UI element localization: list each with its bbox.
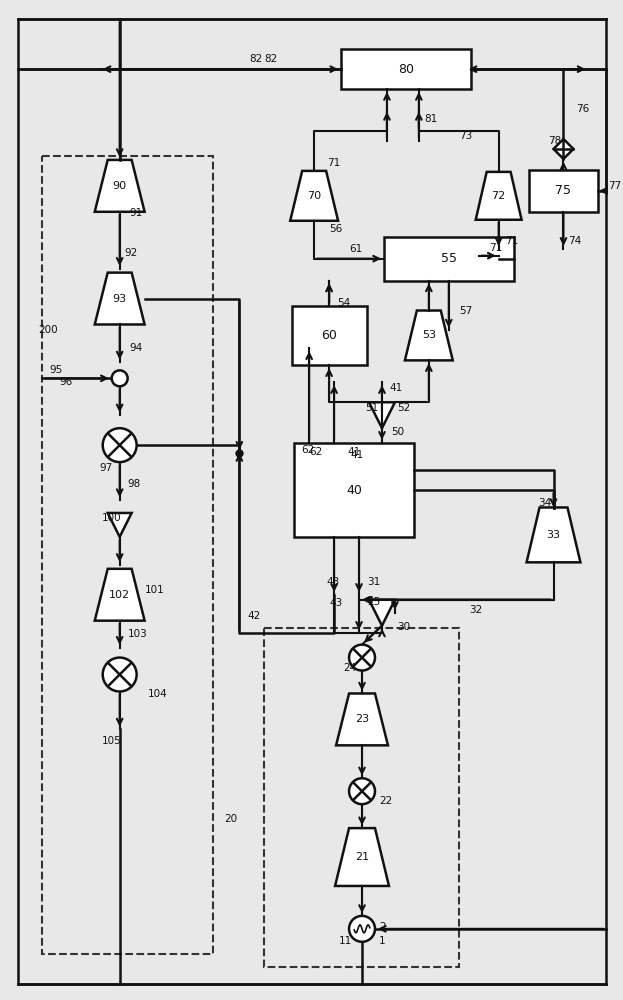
Text: 43: 43 [326, 577, 340, 587]
Polygon shape [526, 507, 581, 562]
Text: 104: 104 [148, 689, 168, 699]
Text: 71: 71 [327, 158, 340, 168]
Text: 22: 22 [379, 796, 392, 806]
Bar [292, 306, 366, 365]
Text: 90: 90 [113, 181, 126, 191]
Polygon shape [369, 600, 395, 626]
Text: 200: 200 [38, 325, 57, 335]
Bar [528, 170, 598, 212]
Text: 54: 54 [337, 298, 350, 308]
Bar [42, 156, 214, 954]
Text: 11: 11 [339, 936, 353, 946]
Circle shape [112, 370, 128, 386]
Text: 92: 92 [125, 248, 138, 258]
Text: 78: 78 [548, 136, 562, 146]
Text: 62: 62 [301, 445, 315, 455]
Text: 95: 95 [50, 365, 63, 375]
Text: 32: 32 [468, 605, 482, 615]
Text: 41: 41 [351, 450, 364, 460]
Text: 72: 72 [492, 191, 506, 201]
Text: 53: 53 [422, 330, 436, 340]
Text: 61: 61 [349, 244, 363, 254]
Text: 31: 31 [367, 577, 380, 587]
Text: 81: 81 [424, 114, 437, 124]
Text: 20: 20 [224, 814, 237, 824]
Bar [294, 443, 414, 537]
Text: 105: 105 [102, 736, 121, 746]
Text: 77: 77 [608, 181, 622, 191]
Text: 82: 82 [249, 54, 262, 64]
Text: 70: 70 [307, 191, 321, 201]
Circle shape [103, 428, 136, 462]
Polygon shape [553, 139, 573, 159]
Text: 80: 80 [398, 63, 414, 76]
Bar [341, 49, 471, 89]
Text: 33: 33 [546, 530, 561, 540]
Polygon shape [335, 828, 389, 886]
Polygon shape [95, 160, 145, 212]
Text: 60: 60 [321, 329, 337, 342]
Polygon shape [108, 513, 131, 537]
Text: 57: 57 [459, 306, 472, 316]
Text: 97: 97 [100, 463, 113, 473]
Text: 51: 51 [365, 403, 378, 413]
Text: 41: 41 [347, 447, 360, 457]
Polygon shape [405, 311, 453, 360]
Text: 94: 94 [130, 343, 143, 353]
Polygon shape [336, 693, 388, 745]
Text: 21: 21 [355, 852, 369, 862]
Text: 24: 24 [343, 663, 356, 673]
Text: 41: 41 [389, 383, 402, 393]
Text: 62: 62 [309, 447, 323, 457]
Text: 43: 43 [329, 598, 343, 608]
Text: 52: 52 [397, 403, 410, 413]
Text: 50: 50 [391, 427, 404, 437]
Text: 74: 74 [568, 236, 582, 246]
Polygon shape [369, 402, 395, 428]
Text: 1: 1 [379, 936, 386, 946]
Text: 73: 73 [459, 131, 472, 141]
Text: 71: 71 [505, 236, 518, 246]
Polygon shape [290, 171, 338, 221]
Text: 93: 93 [113, 294, 126, 304]
Text: 40: 40 [346, 484, 362, 497]
Text: 102: 102 [109, 590, 130, 600]
Text: 75: 75 [556, 184, 571, 197]
Text: 71: 71 [488, 243, 502, 253]
Text: 103: 103 [128, 629, 148, 639]
Text: 100: 100 [102, 513, 121, 523]
Text: 34: 34 [538, 498, 552, 508]
Text: 55: 55 [441, 252, 457, 265]
Circle shape [349, 645, 375, 671]
Bar [264, 628, 459, 967]
Text: 2: 2 [379, 922, 386, 932]
Circle shape [103, 658, 136, 691]
Text: 96: 96 [60, 377, 73, 387]
Circle shape [349, 916, 375, 942]
Text: 98: 98 [128, 479, 141, 489]
Text: 76: 76 [576, 104, 590, 114]
Text: 30: 30 [397, 622, 410, 632]
Polygon shape [476, 172, 521, 220]
Polygon shape [95, 273, 145, 324]
Circle shape [349, 778, 375, 804]
Text: 42: 42 [247, 611, 260, 621]
Text: 23: 23 [355, 714, 369, 724]
Text: 25: 25 [367, 597, 380, 607]
Text: 56: 56 [329, 224, 343, 234]
Text: 101: 101 [145, 585, 164, 595]
Polygon shape [95, 569, 145, 621]
Text: 82: 82 [264, 54, 277, 64]
Bar [384, 237, 513, 281]
Text: 91: 91 [130, 208, 143, 218]
